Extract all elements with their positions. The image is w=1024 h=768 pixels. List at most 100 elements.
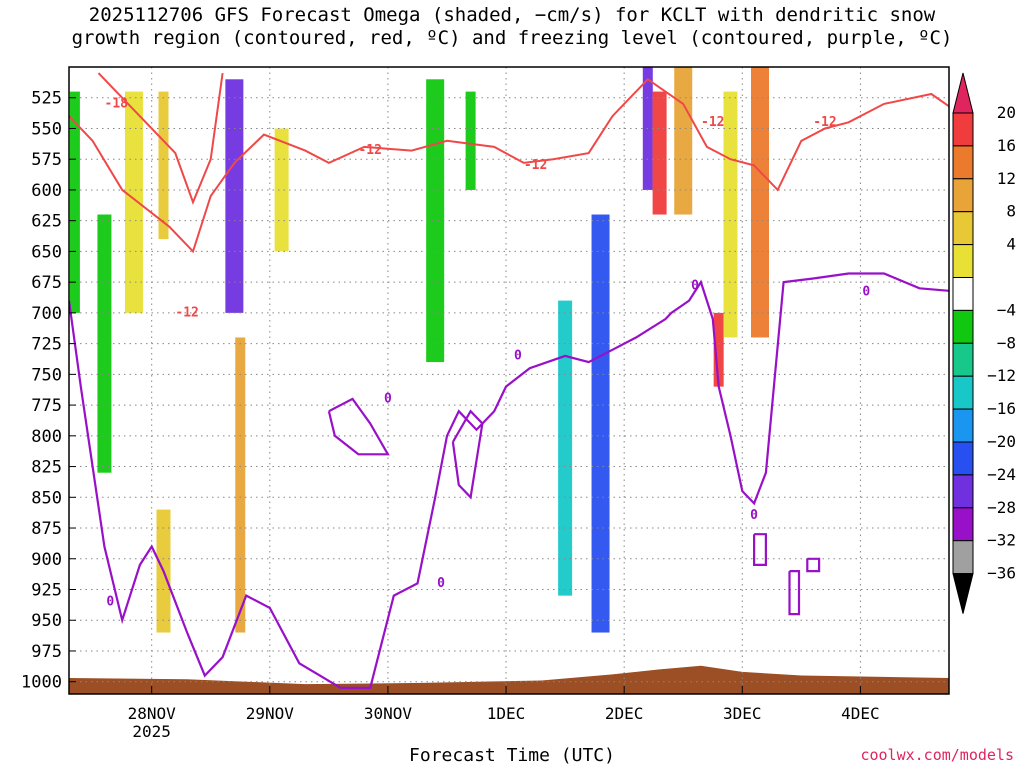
omega-streak xyxy=(274,128,289,252)
pressure-tick-label: 850 xyxy=(31,488,62,508)
freezing-level-closed-contour xyxy=(753,533,767,566)
colorbar-bin xyxy=(952,145,974,180)
colorbar-bin xyxy=(952,211,974,246)
pressure-tick-label: 975 xyxy=(31,642,62,662)
omega-streak xyxy=(69,91,80,313)
red-contour-label: -12 xyxy=(701,115,724,130)
terrain-surface xyxy=(69,665,949,694)
colorbar-bin xyxy=(952,309,974,344)
colorbar-bin xyxy=(952,178,974,213)
freezing-level-closed-contour xyxy=(451,409,484,500)
time-tick-sublabel: 2025 xyxy=(132,722,171,741)
colorbar-bin xyxy=(952,441,974,476)
red-contour-label: -12 xyxy=(175,305,198,320)
contour-layer: -18 -12 -12 -12 -12 -12 0 0 0 0 0 0 0 xyxy=(69,72,949,689)
colorbar-label: 12 xyxy=(997,169,1016,188)
colorbar-label: 16 xyxy=(997,136,1016,155)
omega-streak xyxy=(158,91,169,240)
freezing-level-closed-contour xyxy=(327,397,390,456)
colorbar-label: 4 xyxy=(1006,235,1016,254)
pressure-tick-label: 675 xyxy=(31,273,62,293)
colorbar-label: −20 xyxy=(987,432,1016,451)
pressure-tick-label: 775 xyxy=(31,396,62,416)
colorbar-bin xyxy=(952,507,974,542)
colorbar-label: −32 xyxy=(987,531,1016,550)
colorbar-bin xyxy=(952,342,974,377)
x-axis-title: Forecast Time (UTC) xyxy=(409,745,615,766)
chart-title: 2025112706 GFS Forecast Omega (shaded, −… xyxy=(0,4,1024,50)
omega-streak xyxy=(713,312,724,387)
purple-contour-label: 0 xyxy=(437,576,445,591)
colorbar-label: −24 xyxy=(987,465,1016,484)
colorbar-label: −12 xyxy=(987,366,1016,385)
freezing-level-contour xyxy=(69,272,949,689)
pressure-tick-label: 875 xyxy=(31,519,62,539)
pressure-tick-label: 750 xyxy=(31,365,62,385)
red-contour-label: -12 xyxy=(813,115,836,130)
chart-title-line2: growth region (contoured, red, ºC) and f… xyxy=(71,27,953,49)
pressure-tick-label: 900 xyxy=(31,550,62,570)
time-tick-label: 3DEC xyxy=(723,704,762,723)
pressure-tick-label: 575 xyxy=(31,150,62,170)
colorbar-bin xyxy=(952,408,974,443)
time-tick-label: 29NOV xyxy=(246,704,295,723)
red-contour-label: -12 xyxy=(358,143,381,158)
pressure-tick-label: 725 xyxy=(31,335,62,355)
grid-layer xyxy=(69,67,949,694)
freezing-level-closed-contour xyxy=(788,570,801,616)
omega-streak xyxy=(426,79,445,363)
colorbar-label: −8 xyxy=(997,333,1016,352)
plot-frame xyxy=(68,66,950,695)
pressure-tick-label: 525 xyxy=(31,89,62,109)
purple-contour-label: 0 xyxy=(750,508,758,523)
omega-streak xyxy=(674,67,693,215)
pressure-tick-label: 600 xyxy=(31,181,62,201)
omega-streak xyxy=(465,91,476,190)
colorbar-top-arrow xyxy=(952,72,974,114)
pressure-axis: 525 550 575 600 625 650 675 700 725 750 775 800 825 8… xyxy=(21,89,76,693)
time-tick-label: 30NOV xyxy=(364,704,413,723)
freezing-level-closed-contour xyxy=(806,557,821,573)
source-watermark: coolwx.com/models xyxy=(860,746,1014,764)
colorbar-bin xyxy=(952,112,974,147)
purple-contour-label: 0 xyxy=(384,391,392,406)
colorbar-bin xyxy=(952,540,974,575)
colorbar-label: −4 xyxy=(997,300,1016,319)
pressure-tick-label: 550 xyxy=(31,119,62,139)
colorbar-label: 20 xyxy=(997,103,1016,122)
omega-streak xyxy=(97,214,112,473)
purple-contour-label: 0 xyxy=(691,278,699,293)
pressure-tick-label: 700 xyxy=(31,304,62,324)
colorbar-bin xyxy=(952,244,974,279)
time-tick-label: 28NOV xyxy=(128,704,177,723)
omega-shading-layer xyxy=(69,67,949,694)
colorbar-label: −36 xyxy=(987,564,1016,583)
red-contour-label: -12 xyxy=(524,158,547,173)
omega-streak xyxy=(751,67,770,338)
time-tick-label: 2DEC xyxy=(605,704,644,723)
omega-streak xyxy=(652,91,667,215)
purple-contour-label: 0 xyxy=(862,284,870,299)
red-contour-label: -18 xyxy=(105,96,129,111)
colorbar-bin xyxy=(952,277,974,311)
omega-streak xyxy=(591,214,610,633)
chart-title-line1: 2025112706 GFS Forecast Omega (shaded, −… xyxy=(88,4,936,26)
colorbar-label: −16 xyxy=(987,399,1016,418)
pressure-tick-label: 825 xyxy=(31,458,62,478)
pressure-tick-label: 1000 xyxy=(21,673,62,693)
colorbar-label: −28 xyxy=(987,498,1016,517)
pressure-tick-label: 800 xyxy=(31,427,62,447)
pressure-tick-label: 650 xyxy=(31,242,62,262)
omega-colorbar: 20 16 12 8 4 −4 −8 −12 −16 −20 −24 −28 −32 −36 xyxy=(952,72,1016,614)
pressure-tick-label: 950 xyxy=(31,611,62,631)
purple-contour-label: 0 xyxy=(106,594,114,609)
dendritic-contour-minus12 xyxy=(69,77,949,254)
colorbar-bottom-arrow xyxy=(952,573,974,614)
omega-streak xyxy=(124,91,143,313)
omega-streak xyxy=(723,91,738,338)
colorbar-bin xyxy=(952,375,974,410)
colorbar-bin xyxy=(952,474,974,509)
pressure-tick-label: 925 xyxy=(31,581,62,601)
